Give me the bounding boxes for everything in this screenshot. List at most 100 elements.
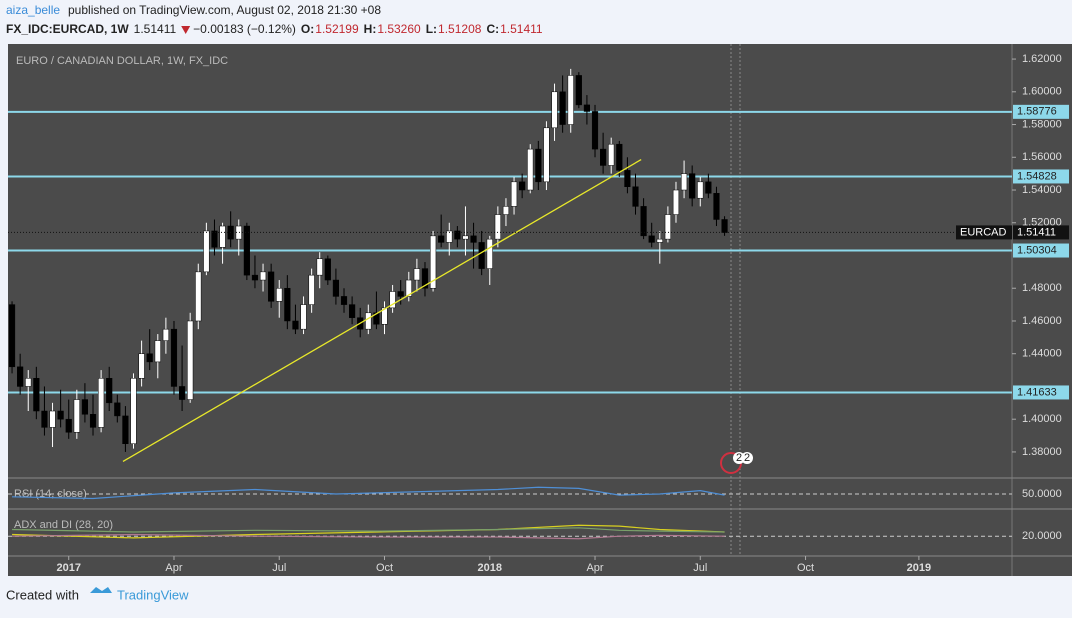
candle-body bbox=[57, 410, 64, 420]
candle-body bbox=[421, 268, 429, 289]
x-tick-label: Jul bbox=[693, 562, 707, 574]
candle-body bbox=[640, 206, 647, 237]
level-tag bbox=[1013, 385, 1069, 400]
candle-body bbox=[567, 75, 574, 125]
candle-body bbox=[632, 186, 639, 207]
candle-body bbox=[373, 312, 380, 325]
candle-body bbox=[713, 193, 720, 220]
header-last: 1.51411 bbox=[134, 22, 177, 36]
header-c: 1.51411 bbox=[500, 22, 543, 36]
header-o: 1.52199 bbox=[315, 22, 359, 36]
candle-body bbox=[203, 230, 210, 273]
user[interactable]: aiza_belle bbox=[6, 3, 60, 17]
candle-body bbox=[300, 304, 307, 330]
candle-body bbox=[178, 386, 186, 400]
candle-body bbox=[438, 235, 445, 243]
level-label: 1.54828 bbox=[1017, 170, 1057, 182]
candle-body bbox=[478, 242, 485, 269]
candle-body bbox=[106, 378, 113, 404]
candle-body bbox=[8, 304, 16, 368]
y-tick-label: 50.0000 bbox=[1022, 488, 1062, 500]
candle-body bbox=[680, 173, 688, 191]
candle-body bbox=[33, 378, 40, 412]
badge-bg bbox=[741, 452, 753, 464]
trend-line bbox=[122, 159, 642, 462]
candle-body bbox=[130, 378, 137, 445]
x-tick-label: Jul bbox=[272, 562, 286, 574]
candle-body bbox=[292, 320, 299, 330]
published: published on TradingView.com, August 02,… bbox=[68, 3, 381, 17]
candle-body bbox=[405, 279, 412, 297]
footer-brand[interactable]: TradingView bbox=[117, 587, 189, 602]
x-tick-label: Apr bbox=[586, 562, 603, 574]
candle-body bbox=[697, 181, 704, 199]
header-l_label: L: bbox=[426, 22, 437, 36]
x-tick-label: 2019 bbox=[907, 562, 931, 574]
level-label: 1.58776 bbox=[1017, 106, 1057, 118]
candle-body bbox=[656, 238, 663, 243]
y-tick-label: 20.0000 bbox=[1022, 530, 1062, 542]
candle-body bbox=[122, 415, 129, 445]
candle-body bbox=[591, 111, 599, 150]
candle-body bbox=[616, 143, 623, 171]
candle-body bbox=[664, 214, 671, 240]
candle-body bbox=[81, 399, 89, 415]
header-l: 1.51208 bbox=[438, 22, 482, 36]
indicator-line bbox=[12, 527, 725, 533]
level-label: 1.41633 bbox=[1017, 386, 1057, 398]
candle-body bbox=[413, 268, 420, 281]
candle-body bbox=[381, 307, 388, 325]
y-tick-label: 1.44000 bbox=[1022, 348, 1062, 360]
candle-body bbox=[454, 230, 461, 240]
y-tick-label: 1.58000 bbox=[1022, 118, 1062, 130]
candle-body bbox=[268, 271, 275, 302]
candle-body bbox=[721, 219, 728, 233]
header-change: −0.00183 (−0.12%) bbox=[193, 22, 296, 36]
level-label: 1.50304 bbox=[1017, 244, 1057, 256]
candle-body bbox=[575, 75, 582, 106]
level-tag bbox=[1013, 169, 1069, 184]
candle-body bbox=[535, 148, 542, 183]
candle-body bbox=[600, 148, 607, 166]
candle-body bbox=[65, 418, 72, 433]
candle-body bbox=[187, 320, 194, 400]
level-tag bbox=[1013, 104, 1069, 119]
candle-body bbox=[340, 296, 348, 305]
candle-body bbox=[146, 353, 153, 363]
candle-body bbox=[543, 127, 550, 183]
candle-body bbox=[251, 274, 259, 281]
x-tick-label: Oct bbox=[376, 562, 393, 574]
candle-body bbox=[243, 225, 250, 276]
chart-title: EURO / CANADIAN DOLLAR, 1W, FX_IDC bbox=[16, 55, 228, 67]
candle-body bbox=[235, 225, 242, 240]
candle-body bbox=[17, 366, 24, 387]
x-tick-label: 2018 bbox=[478, 562, 502, 574]
y-tick-label: 1.60000 bbox=[1022, 86, 1062, 98]
candle-body bbox=[276, 287, 283, 302]
candle-body bbox=[608, 143, 615, 166]
candle-body bbox=[462, 235, 469, 240]
candle-body bbox=[316, 258, 323, 276]
symbol-tag bbox=[956, 225, 1012, 240]
candle-body bbox=[49, 410, 56, 428]
candle-body bbox=[494, 214, 501, 240]
candle-body bbox=[446, 230, 453, 243]
candle-body bbox=[486, 238, 493, 269]
plot: EURO / CANADIAN DOLLAR, 1W, FX_IDC 1.6200… bbox=[8, 53, 1069, 574]
chart-bg bbox=[8, 44, 1072, 576]
x-tick-label: Oct bbox=[797, 562, 814, 574]
candle-body bbox=[154, 340, 161, 363]
candle-body bbox=[510, 181, 518, 207]
ohlc-line: FX_IDC:EURCAD, 1W 1.51411 −0.00183 (−0.12%… bbox=[6, 22, 543, 36]
candle-body bbox=[389, 291, 396, 309]
candle-body bbox=[284, 287, 291, 322]
candle-body bbox=[429, 235, 437, 289]
candle-body bbox=[397, 291, 404, 297]
candle-body bbox=[114, 402, 121, 417]
last-label: 1.51411 bbox=[1017, 226, 1056, 238]
candle-body bbox=[583, 104, 591, 112]
level-tag bbox=[1013, 243, 1069, 258]
y-tick-label: 1.62000 bbox=[1022, 53, 1062, 65]
